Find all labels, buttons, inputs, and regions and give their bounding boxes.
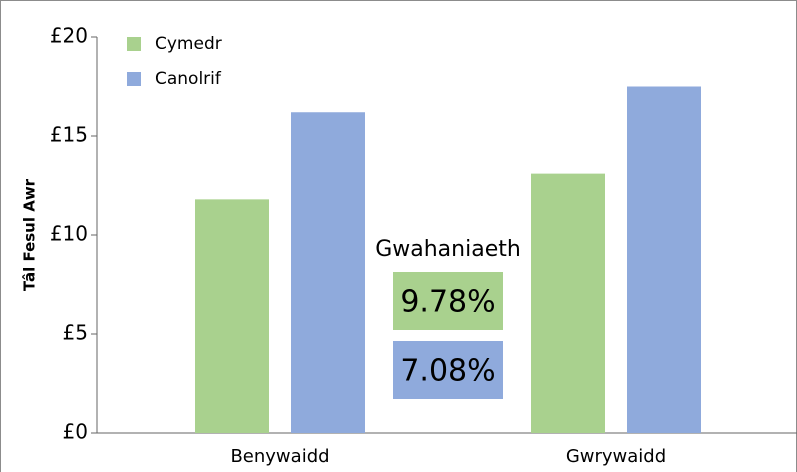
legend-label: Cymedr (155, 34, 222, 54)
y-axis-label: Tâl Fesul Awr (21, 178, 39, 291)
bar (195, 199, 269, 433)
difference-box (393, 272, 503, 330)
y-tick-label: £15 (50, 123, 88, 147)
bar (531, 173, 605, 433)
difference-label: 7.08% (400, 354, 495, 389)
y-tick-label: £20 (50, 24, 88, 48)
bar (627, 86, 701, 433)
difference-label: 9.78% (400, 285, 495, 320)
annotation-title: Gwahaniaeth (375, 237, 521, 262)
bar (291, 112, 365, 434)
y-tick-label: £0 (63, 420, 88, 444)
x-tick-label: Gwrywaidd (566, 446, 666, 467)
legend-swatch (127, 72, 141, 86)
y-tick-label: £10 (50, 222, 88, 246)
legend-swatch (127, 37, 141, 51)
x-tick-label: Benywaidd (230, 446, 329, 467)
legend-label: Canolrif (155, 69, 222, 89)
y-tick-label: £5 (63, 321, 88, 345)
difference-box (393, 341, 503, 399)
